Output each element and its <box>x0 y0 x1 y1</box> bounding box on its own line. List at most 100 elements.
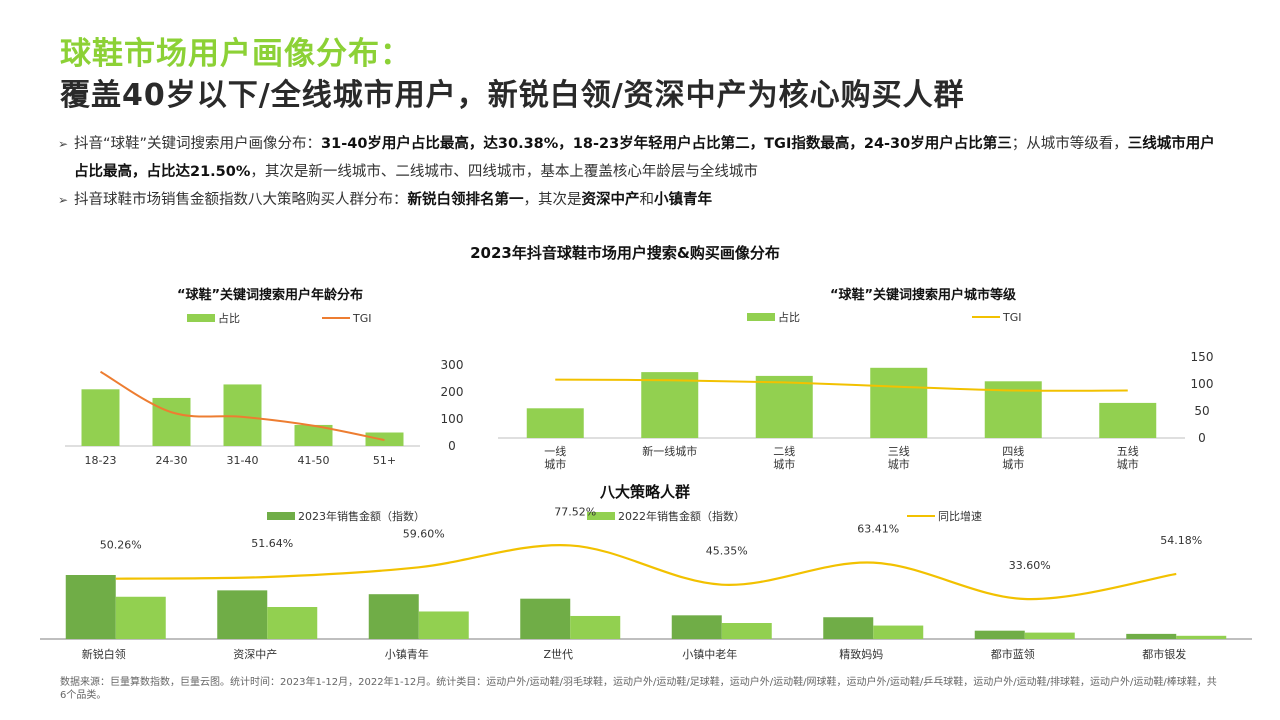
bar-2023 <box>520 598 571 639</box>
tgi-line <box>100 370 385 442</box>
x-tick-label: 二线 <box>773 444 795 458</box>
bar-2023 <box>368 594 419 639</box>
bar <box>641 372 699 438</box>
legend-label: TGI <box>1002 311 1022 324</box>
x-tick-label: 城市 <box>888 457 910 471</box>
bullet-arrow-icon: ➢ <box>58 137 69 151</box>
legend-label: TGI <box>352 312 372 325</box>
data-source-note: 数据来源：巨量算数指数，巨量云图。统计时间：2023年1-12月，2022年1-… <box>60 677 1217 701</box>
x-tick-label: 都市银发 <box>1142 647 1186 661</box>
bullet-highlight-text: 小镇青年 <box>654 192 712 208</box>
y-tick-label: 50 <box>1194 404 1209 418</box>
bullet-text: 抖音球鞋市场销售金额指数八大策略购买人群分布： <box>74 192 408 208</box>
headline: 覆盖40岁以下/全线城市用户，新锐白领/资深中产为核心购买人群 <box>60 78 965 113</box>
bullet-text: 抖音“球鞋”关键词搜索用户画像分布： <box>74 136 322 152</box>
x-tick-label: 新一线城市 <box>642 444 697 458</box>
data-label: 63.41% <box>857 523 899 536</box>
data-label: 77.52% <box>554 505 596 518</box>
tgi-line <box>555 378 1128 392</box>
bullet-arrow-icon: ➢ <box>58 193 69 207</box>
bullet-item: ➢ 抖音“球鞋”关键词搜索用户画像分布：31-40岁用户占比最高，达30.38%，… <box>58 130 1218 186</box>
growth-line <box>115 544 1177 601</box>
x-tick-label: 小镇中老年 <box>682 647 737 661</box>
legend-label: 2022年销售金额（指数） <box>618 509 745 523</box>
bar-2023 <box>974 630 1025 639</box>
chart-main-title: 2023年抖音球鞋市场用户搜索&购买画像分布 <box>470 244 780 262</box>
x-tick-label: 小镇青年 <box>385 647 429 661</box>
bar-2022 <box>570 615 621 639</box>
bullet-text: ，其次是 <box>523 192 582 208</box>
legend-swatch <box>587 512 615 520</box>
x-tick-label: 城市 <box>1002 457 1024 471</box>
data-label: 51.64% <box>251 537 293 550</box>
bar <box>870 367 928 438</box>
y-tick-label: 300 <box>441 358 464 372</box>
legend-swatch <box>747 313 775 321</box>
x-tick-label: 城市 <box>1117 457 1139 471</box>
data-label: 33.60% <box>1009 559 1051 572</box>
section-title: 球鞋市场用户画像分布： <box>60 36 412 72</box>
legend-label: 占比 <box>778 310 800 324</box>
x-tick-label: 四线 <box>1002 444 1024 458</box>
x-tick-label: 城市 <box>544 457 566 471</box>
x-tick-label: 城市 <box>773 457 795 471</box>
bar-2023 <box>671 615 722 639</box>
bar-2022 <box>1024 632 1075 639</box>
bar <box>984 381 1042 438</box>
bar <box>755 375 813 438</box>
x-tick-label: 41-50 <box>298 454 330 467</box>
bar <box>294 424 333 446</box>
y-tick-label: 100 <box>441 412 464 426</box>
legend-label: 占比 <box>218 311 240 325</box>
bullet-highlight-text: 新锐白领排名第一 <box>407 192 524 208</box>
x-tick-label: 新锐白领 <box>82 647 126 661</box>
bar-2022 <box>267 607 318 639</box>
legend-label: 同比增速 <box>938 509 982 523</box>
data-label: 45.35% <box>706 545 748 558</box>
data-label: 59.60% <box>403 527 445 540</box>
bar <box>1099 402 1157 438</box>
bar-2022 <box>1176 635 1227 639</box>
x-tick-label: 18-23 <box>85 454 117 467</box>
bar-2023 <box>1126 633 1177 639</box>
bar <box>365 432 404 446</box>
x-tick-label: 都市蓝领 <box>991 647 1035 661</box>
bullet-highlight-text: 资深中产 <box>581 192 640 208</box>
x-tick-label: 31-40 <box>227 454 259 467</box>
bullet-list: ➢ 抖音“球鞋”关键词搜索用户画像分布：31-40岁用户占比最高，达30.38%，… <box>58 130 1218 214</box>
x-tick-label: 资深中产 <box>233 647 277 661</box>
x-tick-label: Z世代 <box>543 648 573 661</box>
data-label: 50.26% <box>100 539 142 552</box>
bullet-highlight-text: 三线城市用户占比最高，占比达21.50% <box>74 136 1215 180</box>
bar <box>81 389 120 446</box>
x-tick-label: 三线 <box>888 444 910 458</box>
y-tick-label: 150 <box>1191 350 1214 364</box>
bar-2022 <box>115 596 166 639</box>
y-tick-label: 0 <box>1198 431 1206 445</box>
bullet-text: ；从城市等级看， <box>1011 136 1128 152</box>
bullet-highlight-text: 31-40岁用户占比最高，达30.38%，18-23岁年轻用户占比第二，TGI指… <box>321 136 1012 152</box>
bar-2022 <box>418 611 469 639</box>
chart-title: “球鞋”关键词搜索用户城市等级 <box>830 287 1017 303</box>
x-tick-label: 51+ <box>373 454 396 467</box>
x-tick-label: 五线 <box>1117 444 1139 458</box>
bar <box>223 384 262 446</box>
x-tick-label: 一线 <box>544 444 566 458</box>
bar <box>152 397 191 446</box>
y-tick-label: 0 <box>448 439 456 453</box>
y-tick-label: 100 <box>1191 377 1214 391</box>
bar-2023 <box>217 590 268 639</box>
legend-label: 2023年销售金额（指数） <box>298 509 425 523</box>
bullet-text: 和 <box>639 192 655 208</box>
bar-2023 <box>65 575 116 639</box>
legend-swatch <box>187 314 215 322</box>
bar <box>526 408 584 438</box>
chart-title: 八大策略人群 <box>599 483 690 501</box>
data-label: 54.18% <box>1160 534 1202 547</box>
x-tick-label: 精致妈妈 <box>839 647 883 661</box>
chart-title: “球鞋”关键词搜索用户年龄分布 <box>177 287 363 303</box>
bullet-text: ，其次是新一线城市、二线城市、四线城市，基本上覆盖核心年龄层与全线城市 <box>250 164 758 180</box>
bullet-item: ➢ 抖音球鞋市场销售金额指数八大策略购买人群分布：新锐白领排名第一，其次是资深中产… <box>58 186 1218 214</box>
legend-swatch <box>267 512 295 520</box>
bar-2022 <box>873 625 924 639</box>
